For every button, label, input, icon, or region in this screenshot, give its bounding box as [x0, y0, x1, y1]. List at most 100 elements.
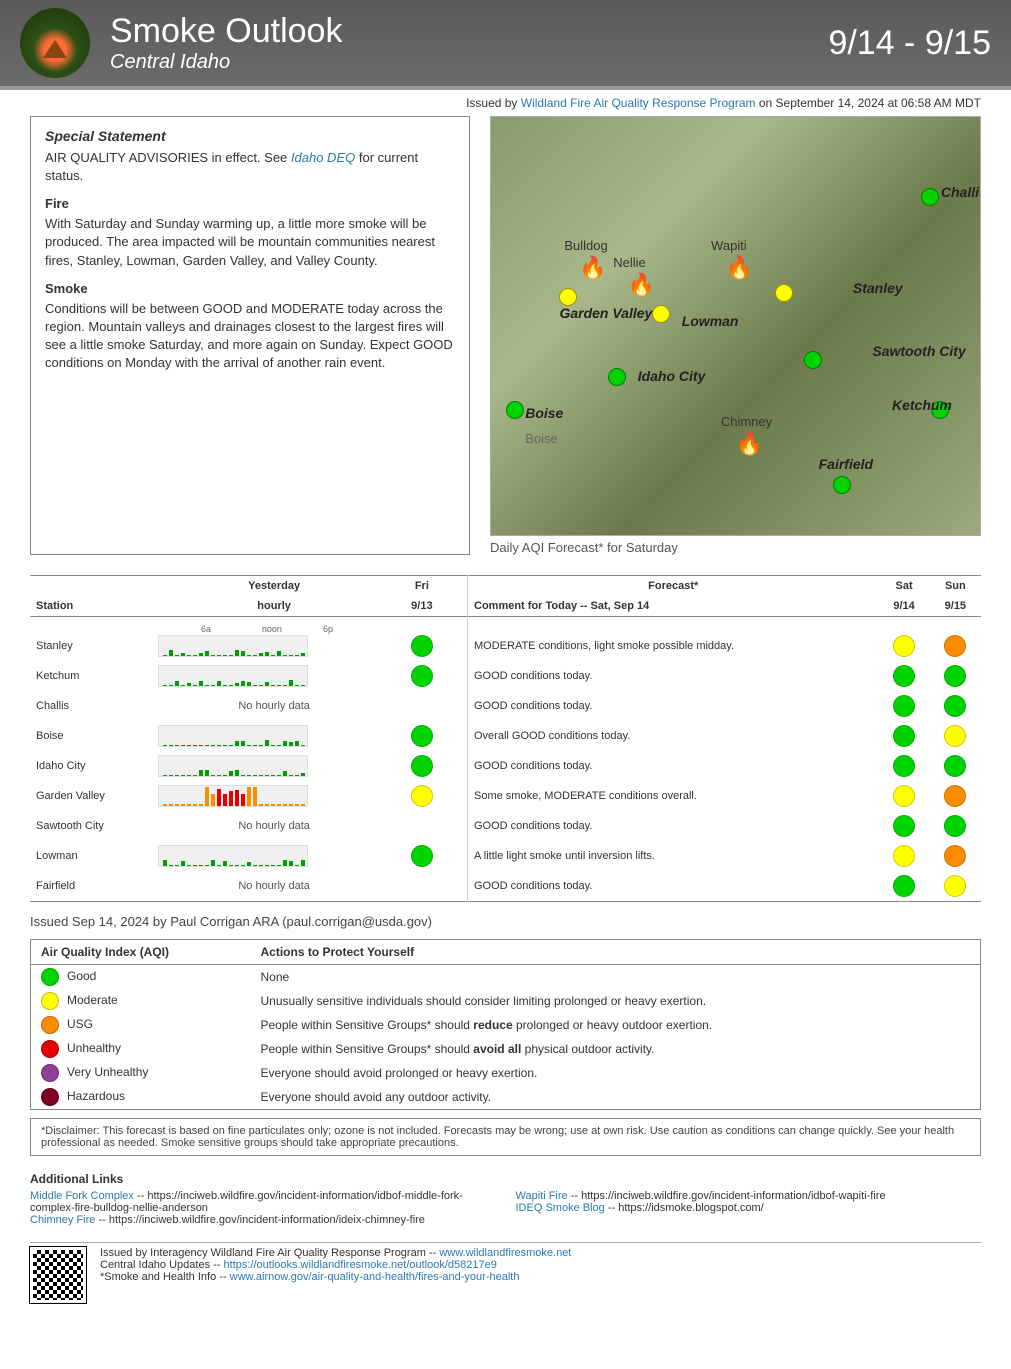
fire-label: Nellie — [613, 255, 646, 270]
map-station-label: Fairfield — [819, 456, 873, 472]
forecast-comment: GOOD conditions today. — [468, 691, 879, 721]
aqi-label: Hazardous — [67, 1089, 125, 1103]
fire-label: Wapiti — [711, 238, 747, 253]
forecast-row: Garden Valley Some smoke, MODERATE condi… — [30, 781, 981, 811]
page-title: Smoke Outlook — [110, 12, 342, 51]
map-station-label: Lowman — [682, 313, 739, 329]
fire-label: Bulldog — [564, 238, 607, 253]
aqi-dot — [411, 755, 433, 777]
map-station-label: Idaho City — [638, 368, 706, 384]
aqi-dot — [944, 695, 966, 717]
map-station-dot — [921, 188, 939, 206]
aqi-legend-table: Air Quality Index (AQI)Actions to Protec… — [30, 939, 981, 1110]
station-name: Garden Valley — [30, 781, 152, 811]
aqi-dot — [893, 695, 915, 717]
fire-heading: Fire — [45, 195, 455, 213]
smoke-text: Conditions will be between GOOD and MODE… — [45, 300, 455, 373]
forecast-comment: Some smoke, MODERATE conditions overall. — [468, 781, 879, 811]
aqi-dot — [41, 1064, 59, 1082]
forecast-row: Stanley MODERATE conditions, light smoke… — [30, 631, 981, 661]
aqi-dot — [944, 875, 966, 897]
station-name: Lowman — [30, 841, 152, 871]
fire-icon: 🔥 — [726, 255, 753, 281]
additional-link[interactable]: Middle Fork Complex — [30, 1190, 134, 1202]
aqi-map: ChallisStanleyGarden ValleyLowmanSawtoot… — [490, 116, 981, 536]
no-hourly-data: No hourly data — [158, 880, 390, 892]
additional-link[interactable]: IDEQ Smoke Blog — [516, 1202, 605, 1214]
aqi-dot — [944, 755, 966, 777]
disclaimer: *Disclaimer: This forecast is based on f… — [30, 1118, 981, 1156]
fire-icon: 🔥 — [736, 431, 763, 457]
aqi-dot — [41, 992, 59, 1010]
aqi-action: Everyone should avoid prolonged or heavy… — [251, 1061, 981, 1085]
aqi-row: Moderate Unusually sensitive individuals … — [31, 989, 981, 1013]
additional-link[interactable]: Wapiti Fire — [516, 1190, 568, 1202]
aqi-row: Unhealthy People within Sensitive Groups*… — [31, 1037, 981, 1061]
fire-icon: 🔥 — [628, 272, 655, 298]
smoke-heading: Smoke — [45, 280, 455, 298]
aqi-row: Very UnhealthyEveryone should avoid prol… — [31, 1061, 981, 1085]
station-name: Challis — [30, 691, 152, 721]
forecast-comment: GOOD conditions today. — [468, 811, 879, 841]
forecast-row: Idaho City GOOD conditions today. — [30, 751, 981, 781]
additional-link[interactable]: Chimney Fire — [30, 1214, 95, 1226]
fire-text: With Saturday and Sunday warming up, a l… — [45, 215, 455, 270]
aqi-dot — [893, 815, 915, 837]
aqi-row: USG People within Sensitive Groups* shoul… — [31, 1013, 981, 1037]
aqi-label: Unhealthy — [67, 1041, 121, 1055]
no-hourly-data: No hourly data — [158, 820, 390, 832]
aqi-row: Good None — [31, 965, 981, 990]
statement-box: Special Statement AIR QUALITY ADVISORIES… — [30, 116, 470, 555]
aqi-action: Unusually sensitive individuals should c… — [251, 989, 981, 1013]
header: Smoke Outlook Central Idaho 9/14 - 9/15 — [0, 0, 1011, 90]
map-city-label: Boise — [525, 431, 558, 446]
aqi-dot — [944, 725, 966, 747]
map-station-dot — [833, 476, 851, 494]
hourly-chart — [158, 845, 308, 867]
station-name: Fairfield — [30, 871, 152, 902]
aqi-dot — [944, 785, 966, 807]
footer-link-1[interactable]: www.wildlandfiresmoke.net — [439, 1247, 571, 1259]
aqi-dot — [41, 1040, 59, 1058]
issued-line: Issued by Wildland Fire Air Quality Resp… — [0, 90, 1011, 116]
forecast-row: Sawtooth City No hourly data GOOD condit… — [30, 811, 981, 841]
agency-logo — [20, 8, 90, 78]
map-station-label: Sawtooth City — [872, 343, 965, 359]
hourly-chart — [158, 755, 308, 777]
map-station-label: Garden Valley — [559, 305, 652, 321]
footer-link-3[interactable]: www.airnow.gov/air-quality-and-health/fi… — [230, 1271, 520, 1283]
no-hourly-data: No hourly data — [158, 700, 390, 712]
map-station-label: Boise — [525, 405, 563, 421]
aqi-dot — [411, 725, 433, 747]
aqi-label: Good — [67, 969, 96, 983]
fire-label: Chimney — [721, 414, 772, 429]
forecast-comment: GOOD conditions today. — [468, 751, 879, 781]
special-statement-heading: Special Statement — [45, 127, 455, 147]
aqi-dot — [411, 635, 433, 657]
footer-link-2[interactable]: https://outlooks.wildlandfiresmoke.net/o… — [224, 1259, 497, 1271]
station-name: Sawtooth City — [30, 811, 152, 841]
aqi-row: HazardousEveryone should avoid any outdo… — [31, 1085, 981, 1110]
aqi-dot — [944, 845, 966, 867]
hourly-chart — [158, 785, 308, 807]
aqi-action: People within Sensitive Groups* should a… — [251, 1037, 981, 1061]
aqi-label: Moderate — [67, 993, 118, 1007]
hourly-chart — [158, 725, 308, 747]
aqi-label: USG — [67, 1017, 93, 1031]
forecast-comment: Overall GOOD conditions today. — [468, 721, 879, 751]
aqi-dot — [41, 1088, 59, 1106]
aqi-action: People within Sensitive Groups* should r… — [251, 1013, 981, 1037]
forecast-row: Boise Overall GOOD conditions today. — [30, 721, 981, 751]
map-station-label: Challis — [941, 184, 981, 200]
forecast-comment: GOOD conditions today. — [468, 871, 879, 902]
aqi-dot — [411, 785, 433, 807]
ideq-link[interactable]: Idaho DEQ — [291, 150, 355, 165]
fire-icon: 🔥 — [579, 255, 606, 281]
map-station-label: Ketchum — [892, 397, 952, 413]
aqi-action: None — [251, 965, 981, 990]
program-link[interactable]: Wildland Fire Air Quality Response Progr… — [521, 96, 756, 110]
station-name: Ketchum — [30, 661, 152, 691]
aqi-dot — [944, 665, 966, 687]
date-range: 9/14 - 9/15 — [828, 24, 991, 63]
aqi-dot — [893, 875, 915, 897]
